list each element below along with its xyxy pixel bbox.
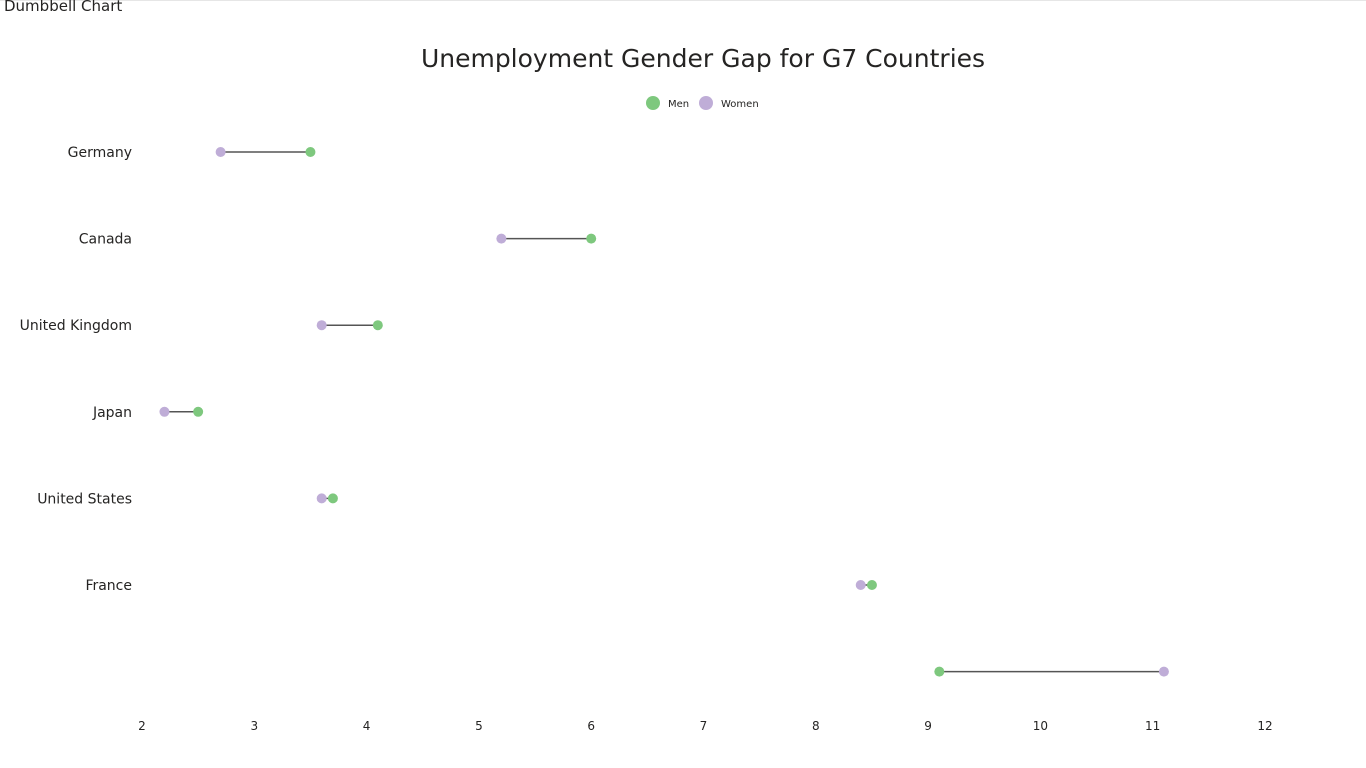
dumbbell-connectors xyxy=(164,151,1164,673)
point-women-united-states[interactable] xyxy=(316,493,327,504)
top-border xyxy=(0,0,1366,1)
point-women-united-kingdom[interactable] xyxy=(316,320,327,331)
x-tick-label: 7 xyxy=(700,719,708,733)
x-tick-label: 10 xyxy=(1033,719,1048,733)
chart-title: Unemployment Gender Gap for G7 Countries xyxy=(421,44,985,73)
legend-item-men[interactable]: Men xyxy=(646,96,689,110)
category-label-united-kingdom: United Kingdom xyxy=(20,318,132,334)
dumbbell-points xyxy=(159,147,1169,677)
x-tick-label: 11 xyxy=(1145,719,1160,733)
x-tick-label: 6 xyxy=(587,719,595,733)
legend-label-men: Men xyxy=(668,99,689,110)
point-women-canada[interactable] xyxy=(496,233,507,244)
point-women-japan[interactable] xyxy=(159,406,170,417)
point-men-united-states[interactable] xyxy=(327,493,338,504)
point-men-japan[interactable] xyxy=(193,406,204,417)
x-tick-label: 3 xyxy=(250,719,258,733)
point-men-canada[interactable] xyxy=(586,233,597,244)
point-men-france[interactable] xyxy=(866,580,877,590)
x-axis: 2 3 4 5 6 7 8 9 10 11 12 xyxy=(138,719,1272,733)
category-label-france: France xyxy=(85,578,132,594)
x-tick-label: 4 xyxy=(363,719,371,733)
point-men-row-7[interactable] xyxy=(934,666,945,677)
point-men-united-kingdom[interactable] xyxy=(372,320,383,331)
visual-title: Dumbbell Chart xyxy=(4,0,123,15)
point-women-row-7[interactable] xyxy=(1158,666,1169,677)
x-tick-label: 5 xyxy=(475,719,483,733)
legend-label-women: Women xyxy=(721,99,759,110)
x-tick-label: 2 xyxy=(138,719,146,733)
category-label-japan: Japan xyxy=(92,405,132,421)
category-label-canada: Canada xyxy=(79,232,132,248)
legend-marker-men xyxy=(646,96,660,110)
x-tick-label: 12 xyxy=(1257,719,1272,733)
x-tick-label: 9 xyxy=(924,719,932,733)
category-label-united-states: United States xyxy=(37,491,132,507)
legend-marker-women xyxy=(699,96,713,110)
x-tick-label: 8 xyxy=(812,719,820,733)
legend[interactable]: Men Women xyxy=(646,96,759,110)
legend-item-women[interactable]: Women xyxy=(699,96,759,110)
point-men-germany[interactable] xyxy=(305,147,316,157)
category-label-germany: Germany xyxy=(68,145,132,161)
point-women-germany[interactable] xyxy=(215,147,226,157)
point-women-france[interactable] xyxy=(855,580,866,590)
category-axis: Germany Canada United Kingdom Japan United S… xyxy=(20,145,132,594)
